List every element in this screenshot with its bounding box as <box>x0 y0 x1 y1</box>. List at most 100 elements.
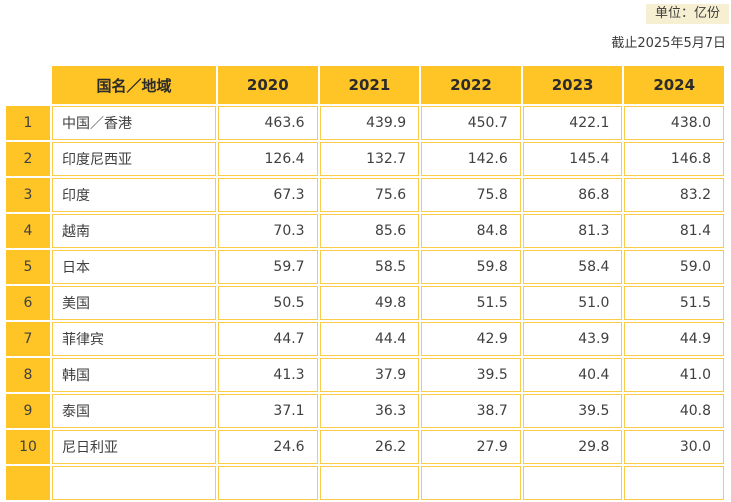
value-cell: 132.7 <box>319 142 420 176</box>
value-cell: 26.2 <box>319 430 420 464</box>
country-name: 泰国 <box>52 394 216 428</box>
value-cell: 44.7 <box>218 322 318 356</box>
value-cell: 41.3 <box>218 358 318 392</box>
column-header-name: 国名／地域 <box>52 66 216 104</box>
value-cell: 38.7 <box>421 394 521 428</box>
value-cell: 39.5 <box>421 358 521 392</box>
country-name: 印度尼西亚 <box>52 142 216 176</box>
row-rank: 7 <box>6 322 50 356</box>
value-cell: 146.8 <box>624 142 724 176</box>
country-name: 印度 <box>52 178 216 212</box>
country-name: 美国 <box>52 286 216 320</box>
value-cell: 75.8 <box>421 178 521 212</box>
value-cell: 24.6 <box>218 430 318 464</box>
value-cell: 142.6 <box>421 142 521 176</box>
table-row: 9 泰国 37.1 36.3 38.7 39.5 40.8 <box>6 394 724 428</box>
country-name: 中国／香港 <box>52 106 216 140</box>
value-cell <box>624 466 724 500</box>
value-cell: 84.8 <box>421 214 521 248</box>
value-cell: 27.9 <box>421 430 521 464</box>
corner-cell <box>6 66 50 104</box>
table-row: 6 美国 50.5 49.8 51.5 51.0 51.5 <box>6 286 724 320</box>
value-cell: 438.0 <box>624 106 724 140</box>
row-rank: 6 <box>6 286 50 320</box>
table-row: 1 中国／香港 463.6 439.9 450.7 422.1 438.0 <box>6 106 724 140</box>
value-cell: 70.3 <box>218 214 318 248</box>
as-of-date: 截止2025年5月7日 <box>611 36 726 51</box>
value-cell: 83.2 <box>624 178 724 212</box>
value-cell: 39.5 <box>522 394 623 428</box>
value-cell: 59.8 <box>421 250 521 284</box>
column-header-year-2022: 2022 <box>421 66 521 104</box>
country-name <box>52 466 216 500</box>
value-cell: 44.9 <box>624 322 724 356</box>
value-cell: 43.9 <box>522 322 623 356</box>
value-cell: 58.5 <box>319 250 420 284</box>
table-row: 3 印度 67.3 75.6 75.8 86.8 83.2 <box>6 178 724 212</box>
row-rank: 8 <box>6 358 50 392</box>
value-cell: 29.8 <box>522 430 623 464</box>
value-cell: 51.0 <box>522 286 623 320</box>
table-row: 7 菲律宾 44.7 44.4 42.9 43.9 44.9 <box>6 322 724 356</box>
header-row: 国名／地域 2020 2021 2022 2023 2024 <box>6 66 724 104</box>
value-cell <box>522 466 623 500</box>
value-cell: 463.6 <box>218 106 318 140</box>
value-cell: 40.4 <box>522 358 623 392</box>
row-rank: 10 <box>6 430 50 464</box>
value-cell: 59.0 <box>624 250 724 284</box>
table-row: 5 日本 59.7 58.5 59.8 58.4 59.0 <box>6 250 724 284</box>
row-rank: 3 <box>6 178 50 212</box>
value-cell <box>218 466 318 500</box>
row-rank: 2 <box>6 142 50 176</box>
value-cell: 145.4 <box>522 142 623 176</box>
table-row: 10 尼日利亚 24.6 26.2 27.9 29.8 30.0 <box>6 430 724 464</box>
value-cell: 81.4 <box>624 214 724 248</box>
value-cell <box>421 466 521 500</box>
value-cell: 67.3 <box>218 178 318 212</box>
country-name: 尼日利亚 <box>52 430 216 464</box>
table-row-partial <box>6 466 724 500</box>
table-meta: 单位：亿份 截止2025年5月7日 <box>611 2 729 51</box>
column-header-year-2023: 2023 <box>522 66 623 104</box>
table-row: 4 越南 70.3 85.6 84.8 81.3 81.4 <box>6 214 724 248</box>
value-cell: 126.4 <box>218 142 318 176</box>
value-cell: 86.8 <box>522 178 623 212</box>
country-name: 日本 <box>52 250 216 284</box>
value-cell: 439.9 <box>319 106 420 140</box>
value-cell: 85.6 <box>319 214 420 248</box>
column-header-year-2021: 2021 <box>319 66 420 104</box>
row-rank: 4 <box>6 214 50 248</box>
value-cell: 422.1 <box>522 106 623 140</box>
value-cell: 49.8 <box>319 286 420 320</box>
value-cell: 58.4 <box>522 250 623 284</box>
country-name: 越南 <box>52 214 216 248</box>
value-cell: 37.9 <box>319 358 420 392</box>
row-rank: 1 <box>6 106 50 140</box>
value-cell: 42.9 <box>421 322 521 356</box>
value-cell: 30.0 <box>624 430 724 464</box>
row-rank: 5 <box>6 250 50 284</box>
value-cell: 44.4 <box>319 322 420 356</box>
value-cell: 51.5 <box>421 286 521 320</box>
table-row: 8 韩国 41.3 37.9 39.5 40.4 41.0 <box>6 358 724 392</box>
table-row: 2 印度尼西亚 126.4 132.7 142.6 145.4 146.8 <box>6 142 724 176</box>
value-cell: 50.5 <box>218 286 318 320</box>
value-cell: 450.7 <box>421 106 521 140</box>
value-cell: 81.3 <box>522 214 623 248</box>
country-name: 菲律宾 <box>52 322 216 356</box>
unit-label: 单位：亿份 <box>645 4 729 24</box>
value-cell: 51.5 <box>624 286 724 320</box>
value-cell: 75.6 <box>319 178 420 212</box>
value-cell: 37.1 <box>218 394 318 428</box>
column-header-year-2024: 2024 <box>624 66 724 104</box>
country-year-table: 国名／地域 2020 2021 2022 2023 2024 1 中国／香港 4… <box>4 64 726 502</box>
country-name: 韩国 <box>52 358 216 392</box>
value-cell: 41.0 <box>624 358 724 392</box>
value-cell: 40.8 <box>624 394 724 428</box>
value-cell: 36.3 <box>319 394 420 428</box>
row-rank <box>6 466 50 500</box>
value-cell: 59.7 <box>218 250 318 284</box>
value-cell <box>319 466 420 500</box>
row-rank: 9 <box>6 394 50 428</box>
column-header-year-2020: 2020 <box>218 66 318 104</box>
